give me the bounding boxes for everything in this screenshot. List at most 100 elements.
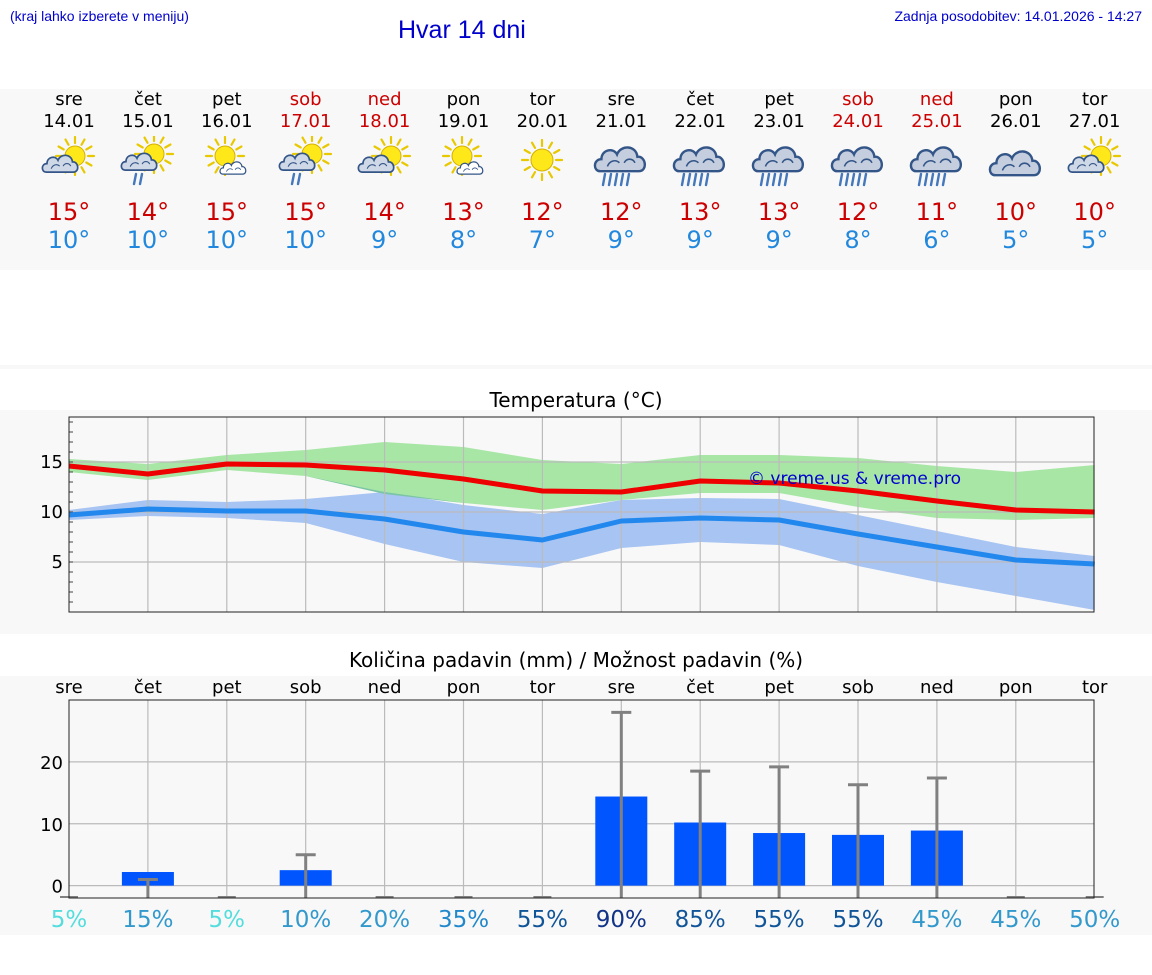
x-tick-label: ned xyxy=(920,677,954,698)
last-update: Zadnja posodobitev: 14.01.2026 - 14:27 xyxy=(894,8,1142,24)
x-tick-label: sob xyxy=(842,677,874,698)
precipitation-probability: 5% xyxy=(51,907,88,933)
min-temperature: 9° xyxy=(765,226,793,254)
cloud-icon xyxy=(986,136,1046,194)
max-temperature: 13° xyxy=(757,198,801,226)
day-date: 27.01 xyxy=(1068,111,1121,132)
day-name: sob xyxy=(842,89,874,110)
rain-cloud-icon xyxy=(670,136,730,194)
min-temperature: 8° xyxy=(844,226,872,254)
day-name: pon xyxy=(446,89,481,110)
day-date: 21.01 xyxy=(595,111,648,132)
min-temperature: 10° xyxy=(47,226,91,254)
sun-cloud-drizzle-icon xyxy=(118,133,178,194)
location-hint: (kraj lahko izberete v meniju) xyxy=(10,8,189,24)
min-temperature: 5° xyxy=(1002,226,1030,254)
x-tick-label: sre xyxy=(608,677,635,698)
max-temperature: 10° xyxy=(1073,198,1116,226)
precipitation-probability: 50% xyxy=(1069,907,1120,933)
precipitation-probability: 90% xyxy=(596,907,647,933)
day-date: 20.01 xyxy=(516,111,569,132)
day-name: tor xyxy=(1081,89,1108,110)
max-temperature: 15° xyxy=(47,198,91,226)
y-tick-label: 0 xyxy=(52,877,63,898)
sun-cloud-icon xyxy=(1065,135,1125,194)
min-temperature-band xyxy=(69,492,1095,610)
precipitation-probability: 5% xyxy=(209,907,246,933)
day-name: čet xyxy=(686,89,715,110)
rain-cloud-icon xyxy=(749,136,809,194)
precipitation-probability: 55% xyxy=(832,907,883,933)
sun-small-cloud-icon xyxy=(197,135,257,194)
day-name: ned xyxy=(367,89,402,110)
plot-frame xyxy=(68,699,1095,899)
day-name: pet xyxy=(764,89,794,110)
x-tick-label: čet xyxy=(134,677,162,698)
day-name: pon xyxy=(998,89,1033,110)
temperature-chart-title: Temperatura (°C) xyxy=(489,388,663,412)
max-temperature: 13° xyxy=(442,198,485,226)
x-tick-label: tor xyxy=(1082,677,1108,698)
day-date: 14.01 xyxy=(43,111,95,132)
sun-cloud-drizzle-icon xyxy=(276,133,336,194)
x-tick-label: sob xyxy=(290,677,322,698)
day-date: 15.01 xyxy=(122,111,174,132)
precipitation-probability: 20% xyxy=(359,907,410,933)
precipitation-probability: 45% xyxy=(990,907,1041,933)
x-tick-label: pon xyxy=(447,677,481,698)
day-date: 19.01 xyxy=(437,111,490,132)
day-date: 16.01 xyxy=(201,111,253,132)
day-name: tor xyxy=(529,89,556,110)
page-title: Hvar 14 dni xyxy=(398,16,526,44)
x-tick-label: ned xyxy=(368,677,402,698)
min-temperature: 7° xyxy=(528,226,557,254)
watermark: © vreme.us & vreme.pro xyxy=(748,469,961,489)
precipitation-probability: 55% xyxy=(754,907,805,933)
day-date: 25.01 xyxy=(911,111,963,132)
max-temperature: 11° xyxy=(915,198,959,226)
divider xyxy=(0,365,1152,369)
x-tick-label: čet xyxy=(686,677,714,698)
min-temperature: 10° xyxy=(284,226,327,254)
day-date: 22.01 xyxy=(674,111,726,132)
max-temperature: 14° xyxy=(363,198,406,226)
day-name: sob xyxy=(289,89,322,110)
min-temperature: 9° xyxy=(686,226,714,254)
min-temperature-line xyxy=(68,506,1095,567)
min-temperature: 8° xyxy=(449,226,478,254)
max-temperature-line xyxy=(68,461,1095,515)
max-temperature: 15° xyxy=(284,198,327,226)
min-temperature: 10° xyxy=(205,226,249,254)
precipitation-probability: 35% xyxy=(438,907,489,933)
y-tick-label: 5 xyxy=(52,552,63,573)
min-temperature: 5° xyxy=(1081,226,1109,254)
precipitation-chart-title: Količina padavin (mm) / Možnost padavin … xyxy=(348,648,804,672)
precipitation-probability: 55% xyxy=(517,907,568,933)
rain-cloud-icon xyxy=(907,136,967,194)
day-name: čet xyxy=(133,89,162,110)
forecast-panel xyxy=(0,89,1152,270)
y-tick-label: 10 xyxy=(40,815,63,836)
temperature-chart: 5 10 15 © vreme.us & vreme.pro xyxy=(40,416,1095,613)
max-temperature: 12° xyxy=(521,198,564,226)
x-tick-label: sre xyxy=(55,677,82,698)
precipitation-probability: 10% xyxy=(280,907,331,933)
plot-frame xyxy=(68,416,1095,613)
day-name: ned xyxy=(919,89,954,110)
rain-cloud-icon xyxy=(591,136,651,194)
sun-small-cloud-icon xyxy=(434,135,494,194)
day-date: 17.01 xyxy=(279,111,332,132)
max-temperature: 12° xyxy=(836,198,880,226)
precipitation-probability: 85% xyxy=(675,907,726,933)
max-temperature: 10° xyxy=(994,198,1038,226)
day-date: 18.01 xyxy=(358,111,411,132)
y-tick-label: 10 xyxy=(40,502,63,523)
precipitation-probability: 15% xyxy=(122,907,173,933)
x-tick-label: pon xyxy=(999,677,1033,698)
day-name: sre xyxy=(607,89,636,110)
x-tick-label: pet xyxy=(212,677,242,698)
min-temperature: 9° xyxy=(370,226,399,254)
sun-cloud-icon xyxy=(355,135,415,194)
day-name: sre xyxy=(55,89,83,110)
x-tick-label: pet xyxy=(764,677,794,698)
